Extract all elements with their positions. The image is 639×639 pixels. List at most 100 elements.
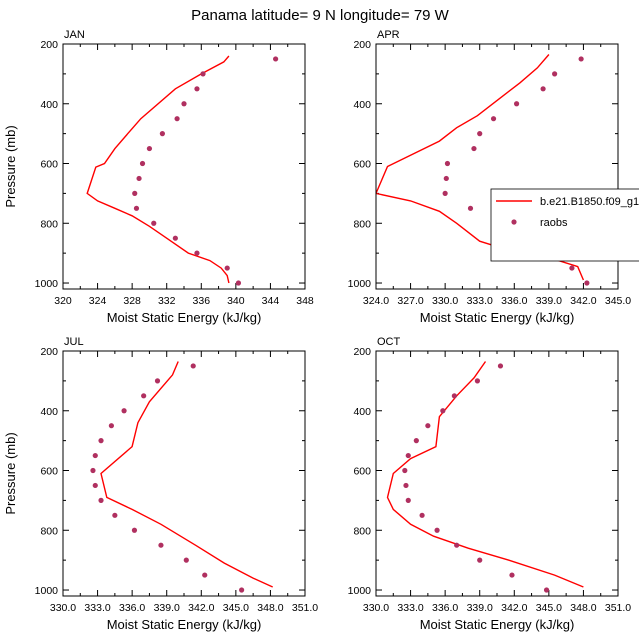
- x-tick-label: 345.0: [223, 602, 249, 614]
- panel-month-label: JAN: [64, 29, 85, 41]
- x-tick-label: 328: [123, 295, 141, 307]
- x-tick-label: 348.0: [257, 602, 283, 614]
- obs-point: [467, 205, 474, 211]
- obs-point: [273, 56, 279, 62]
- y-tick-label: 400: [353, 99, 371, 111]
- obs-point: [190, 363, 196, 369]
- obs-point: [443, 175, 449, 182]
- panel-oct: 330.0 333.0 336.0 339.0 342.0 345.0 348.0 351.0…: [348, 336, 632, 632]
- figure-title: Panama latitude= 9 N longitude= 79 W: [191, 7, 450, 24]
- plot-frame: [375, 350, 619, 597]
- legend-label-model: b.e21.B1850.f09_g1: [540, 196, 639, 208]
- legend-point-swatch: [511, 219, 517, 225]
- x-tick-label: 345.0: [605, 295, 631, 307]
- obs-point: [543, 587, 550, 593]
- obs-point: [425, 423, 431, 429]
- series-line-model: [86, 55, 230, 284]
- panels: 320 324 328 332 336 340 344 348 200 400 600 800 1000…: [3, 29, 631, 632]
- x-tick-label: 336: [193, 295, 211, 307]
- y-tick-label: 400: [40, 99, 58, 111]
- series-line-model: [100, 361, 273, 588]
- x-tick-label: 351.0: [605, 602, 631, 614]
- obs-point: [181, 101, 187, 107]
- y-tick-label: 800: [353, 525, 371, 537]
- y-tick-label: 1000: [348, 585, 372, 597]
- plot-frame: [62, 43, 306, 290]
- obs-point: [419, 512, 425, 518]
- obs-point: [442, 190, 448, 196]
- plot-frame: [62, 350, 306, 597]
- obs-point: [98, 438, 104, 444]
- obs-point: [540, 86, 546, 92]
- obs-point: [513, 101, 520, 107]
- x-tick-label: 348.0: [570, 602, 596, 614]
- x-tick-label: 336.0: [119, 602, 145, 614]
- obs-point: [402, 467, 408, 474]
- obs-point: [405, 497, 411, 503]
- x-tick-label: 351.0: [292, 602, 318, 614]
- y-tick-label: 1000: [35, 278, 59, 290]
- x-tick-label: 324.0: [363, 295, 389, 307]
- obs-point: [405, 452, 411, 459]
- obs-point: [172, 235, 178, 241]
- panel-month-label: OCT: [377, 336, 401, 348]
- x-tick-label: 330.0: [363, 602, 389, 614]
- y-tick-label: 600: [353, 159, 371, 171]
- obs-point: [90, 467, 96, 474]
- y-tick-label: 600: [40, 159, 58, 171]
- obs-point: [202, 572, 208, 578]
- y-tick-label: 600: [353, 466, 371, 478]
- y-tick-label: 600: [40, 466, 58, 478]
- obs-point: [141, 393, 147, 399]
- x-tick-label: 348: [296, 295, 314, 307]
- obs-point: [224, 265, 230, 271]
- x-tick-label: 324: [89, 295, 107, 307]
- x-tick-label: 339.0: [467, 602, 493, 614]
- y-tick-label: 200: [353, 39, 371, 51]
- x-tick-label: 339.0: [536, 295, 562, 307]
- x-tick-label: 330.0: [50, 602, 76, 614]
- obs-point: [235, 280, 242, 286]
- x-axis-label: Moist Static Energy (kJ/kg): [420, 310, 575, 325]
- obs-point: [471, 145, 477, 152]
- plot-frame: [375, 43, 619, 290]
- y-tick-label: 200: [40, 39, 58, 51]
- y-axis-label: Pressure (mb): [3, 432, 18, 514]
- obs-point: [194, 86, 200, 92]
- obs-point: [154, 378, 161, 384]
- obs-point: [490, 116, 497, 122]
- obs-point: [454, 542, 460, 548]
- legend-label-obs: raobs: [540, 217, 568, 229]
- x-tick-label: 340: [227, 295, 245, 307]
- x-tick-label: 345.0: [536, 602, 562, 614]
- obs-point: [552, 71, 558, 77]
- y-tick-label: 200: [353, 346, 371, 358]
- obs-point: [509, 572, 515, 578]
- obs-point: [132, 190, 138, 196]
- y-tick-label: 800: [353, 218, 371, 230]
- obs-point: [584, 280, 590, 286]
- obs-point: [121, 408, 127, 414]
- x-axis-label: Moist Static Energy (kJ/kg): [107, 310, 262, 325]
- obs-point: [92, 452, 98, 459]
- x-tick-label: 342.0: [501, 602, 527, 614]
- obs-point: [569, 265, 575, 271]
- x-axis-label: Moist Static Energy (kJ/kg): [107, 617, 262, 632]
- obs-point: [477, 557, 483, 563]
- x-tick-label: 333.0: [397, 602, 423, 614]
- obs-point: [112, 512, 118, 518]
- series-line-model: [386, 361, 584, 588]
- x-axis-label: Moist Static Energy (kJ/kg): [420, 617, 575, 632]
- obs-point: [578, 56, 584, 62]
- x-tick-label: 339.0: [154, 602, 180, 614]
- obs-point: [413, 438, 419, 444]
- panel-month-label: APR: [377, 29, 400, 41]
- x-tick-label: 344: [262, 295, 280, 307]
- obs-point: [440, 408, 446, 414]
- x-tick-label: 332: [158, 295, 176, 307]
- obs-point: [497, 363, 504, 369]
- obs-point: [194, 250, 200, 256]
- obs-point: [451, 393, 457, 399]
- y-tick-label: 800: [40, 525, 58, 537]
- x-tick-label: 342.0: [570, 295, 596, 307]
